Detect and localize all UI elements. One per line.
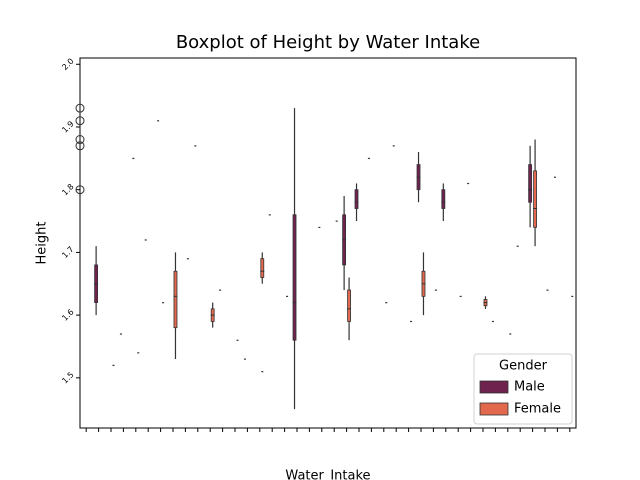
point — [516, 245, 519, 247]
box — [441, 189, 446, 209]
flier — [75, 103, 85, 113]
y-tick-label: 1.5 — [60, 370, 75, 385]
point — [367, 157, 370, 160]
legend-swatch — [479, 402, 509, 416]
point — [219, 289, 222, 291]
box — [347, 289, 351, 322]
point — [157, 120, 160, 122]
point — [392, 145, 395, 147]
point — [186, 258, 189, 260]
point — [132, 157, 135, 160]
point — [546, 289, 549, 291]
point — [112, 364, 115, 366]
legend-title: Gender — [499, 359, 548, 374]
point — [509, 333, 512, 335]
box — [260, 258, 265, 278]
box — [528, 164, 533, 203]
y-tick-label: 1.6 — [60, 307, 75, 322]
legend-label: Male — [514, 380, 545, 395]
point — [553, 176, 556, 178]
point — [236, 339, 239, 341]
point — [571, 295, 574, 298]
y-tick-label: 1.8 — [60, 182, 75, 197]
plot-frame — [79, 57, 577, 429]
point — [162, 302, 165, 304]
point — [459, 295, 462, 298]
legend-label: Female — [514, 402, 561, 417]
box — [354, 189, 359, 209]
point — [467, 182, 470, 185]
box — [533, 170, 537, 228]
y-axis-label: Height — [35, 222, 50, 265]
point — [194, 145, 197, 147]
flier — [75, 135, 85, 145]
flier — [75, 185, 85, 195]
point — [261, 371, 264, 373]
point — [144, 239, 147, 241]
point — [385, 302, 388, 304]
y-tick-label: 1.9 — [60, 119, 75, 134]
flier — [75, 116, 85, 126]
point — [410, 320, 413, 323]
point — [434, 289, 437, 291]
legend-swatch — [479, 380, 509, 394]
point — [491, 320, 494, 323]
point — [137, 352, 140, 354]
point — [243, 358, 246, 360]
point — [268, 214, 271, 216]
y-tick-label: 2.0 — [60, 57, 75, 72]
point — [286, 295, 289, 298]
box — [292, 214, 297, 341]
point — [335, 220, 338, 222]
y-tick-label: 1.7 — [60, 245, 75, 260]
box — [173, 270, 178, 329]
point — [119, 333, 122, 335]
chart-title: Boxplot of Height by Water Intake — [176, 32, 480, 53]
x-axis-label: Water_Intake — [285, 469, 370, 480]
point — [318, 226, 321, 229]
flier — [75, 141, 85, 151]
